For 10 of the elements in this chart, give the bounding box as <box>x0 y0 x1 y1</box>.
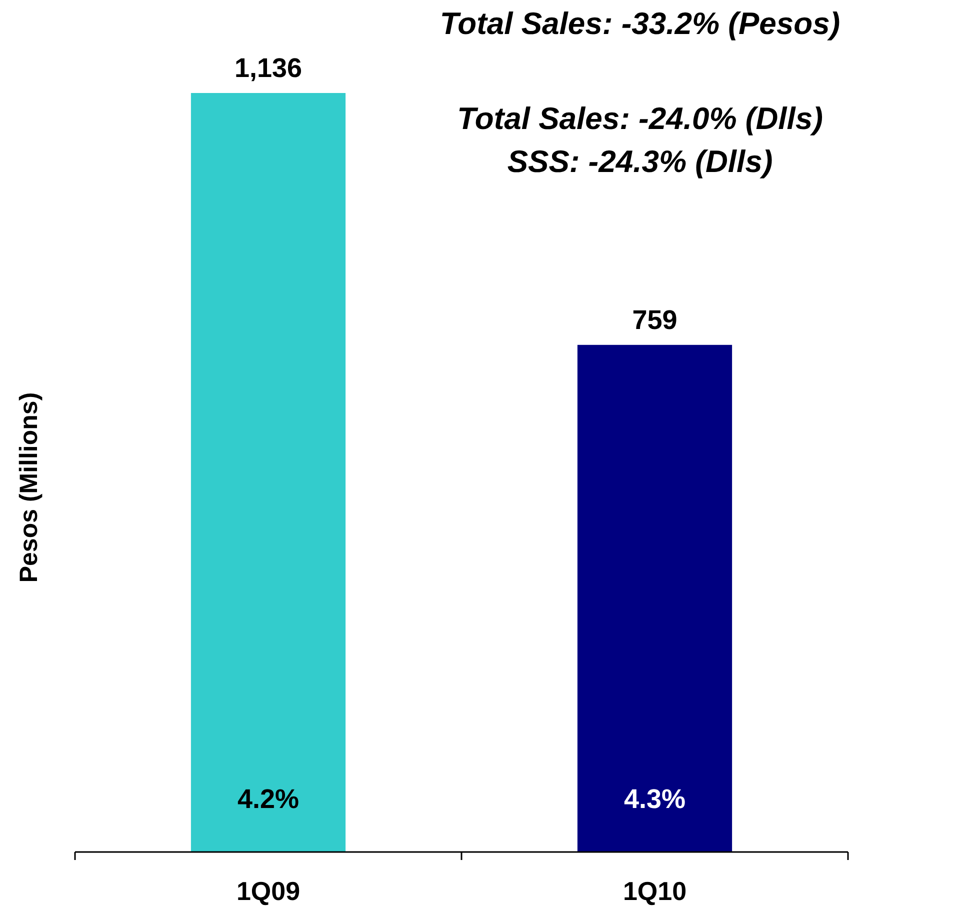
data-label: 1,136 <box>234 53 302 83</box>
x-tick-label: 1Q09 <box>236 876 300 906</box>
annotation: SSS: -24.3% (Dlls) <box>507 144 773 179</box>
text: Total Sales: -33.2% (Pesos) <box>440 6 840 41</box>
data-label: 759 <box>632 304 678 335</box>
annotation: 4.3% <box>624 784 686 814</box>
annotation: Total Sales: -24.0% (Dlls) <box>457 101 823 136</box>
annotation: 4.2% <box>237 784 300 814</box>
y-axis-title: Pesos (Millions) <box>15 392 43 583</box>
x-tick-label: 1Q10 <box>622 876 687 906</box>
